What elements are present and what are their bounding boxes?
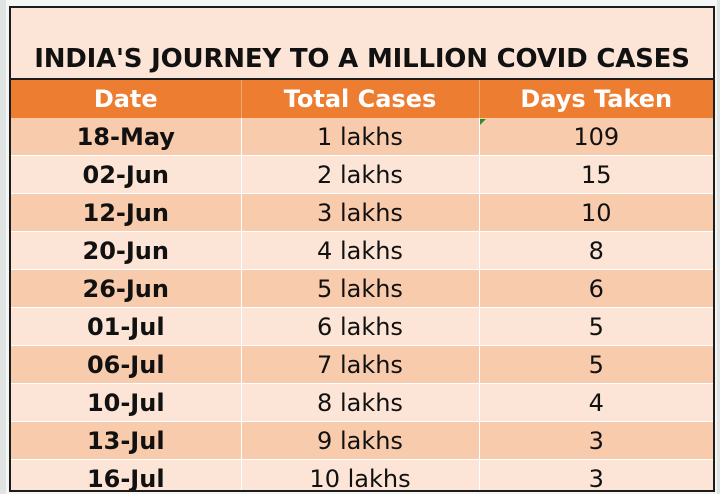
days-taken-cell[interactable]: 8: [479, 231, 713, 270]
total-cases-cell[interactable]: 5 lakhs: [241, 269, 480, 308]
date-cell[interactable]: 10-Jul: [11, 383, 242, 422]
table-row: 06-Jul 7 lakhs 5: [11, 345, 713, 384]
days-taken-cell[interactable]: 15: [479, 155, 713, 194]
table-row: 13-Jul 9 lakhs 3: [11, 421, 713, 460]
total-cases-cell[interactable]: 7 lakhs: [241, 345, 480, 384]
table-title: INDIA'S JOURNEY TO A MILLION COVID CASES: [11, 8, 713, 80]
days-taken-cell[interactable]: 10: [479, 193, 713, 232]
total-cases-cell[interactable]: 10 lakhs: [241, 459, 480, 490]
column-header-total-cases[interactable]: Total Cases: [241, 80, 480, 118]
gridline-left: [0, 0, 6, 494]
date-cell[interactable]: 18-May: [11, 118, 242, 156]
days-taken-cell[interactable]: 3: [479, 459, 713, 490]
table-row: 18-May 1 lakhs 109: [11, 118, 713, 156]
table-row: 12-Jun 3 lakhs 10: [11, 193, 713, 232]
days-taken-cell[interactable]: 5: [479, 307, 713, 346]
covid-cases-table: Date Total Cases Days Taken 18-May 1 lak…: [11, 80, 713, 490]
cell-comment-marker-icon: [480, 119, 486, 125]
column-header-date[interactable]: Date: [11, 80, 242, 118]
total-cases-cell[interactable]: 2 lakhs: [241, 155, 480, 194]
date-cell[interactable]: 13-Jul: [11, 421, 242, 460]
gridline-right: [717, 0, 720, 494]
days-taken-cell[interactable]: 5: [479, 345, 713, 384]
covid-table-sheet: INDIA'S JOURNEY TO A MILLION COVID CASES…: [9, 6, 715, 492]
date-cell[interactable]: 12-Jun: [11, 193, 242, 232]
date-cell[interactable]: 02-Jun: [11, 155, 242, 194]
days-taken-cell[interactable]: 109: [479, 118, 713, 156]
column-header-days-taken[interactable]: Days Taken: [479, 80, 713, 118]
total-cases-cell[interactable]: 8 lakhs: [241, 383, 480, 422]
table-row: 10-Jul 8 lakhs 4: [11, 383, 713, 422]
total-cases-cell[interactable]: 3 lakhs: [241, 193, 480, 232]
days-taken-cell[interactable]: 6: [479, 269, 713, 308]
header-row: Date Total Cases Days Taken: [11, 80, 713, 118]
date-cell[interactable]: 06-Jul: [11, 345, 242, 384]
days-taken-cell[interactable]: 3: [479, 421, 713, 460]
days-taken-cell[interactable]: 4: [479, 383, 713, 422]
total-cases-cell[interactable]: 4 lakhs: [241, 231, 480, 270]
table-row: 16-Jul 10 lakhs 3: [11, 459, 713, 490]
date-cell[interactable]: 20-Jun: [11, 231, 242, 270]
total-cases-cell[interactable]: 9 lakhs: [241, 421, 480, 460]
table-row: 02-Jun 2 lakhs 15: [11, 155, 713, 194]
total-cases-cell[interactable]: 1 lakhs: [241, 118, 480, 156]
table-row: 01-Jul 6 lakhs 5: [11, 307, 713, 346]
table-row: 26-Jun 5 lakhs 6: [11, 269, 713, 308]
table-row: 20-Jun 4 lakhs 8: [11, 231, 713, 270]
date-cell[interactable]: 01-Jul: [11, 307, 242, 346]
date-cell[interactable]: 26-Jun: [11, 269, 242, 308]
total-cases-cell[interactable]: 6 lakhs: [241, 307, 480, 346]
date-cell[interactable]: 16-Jul: [11, 459, 242, 490]
